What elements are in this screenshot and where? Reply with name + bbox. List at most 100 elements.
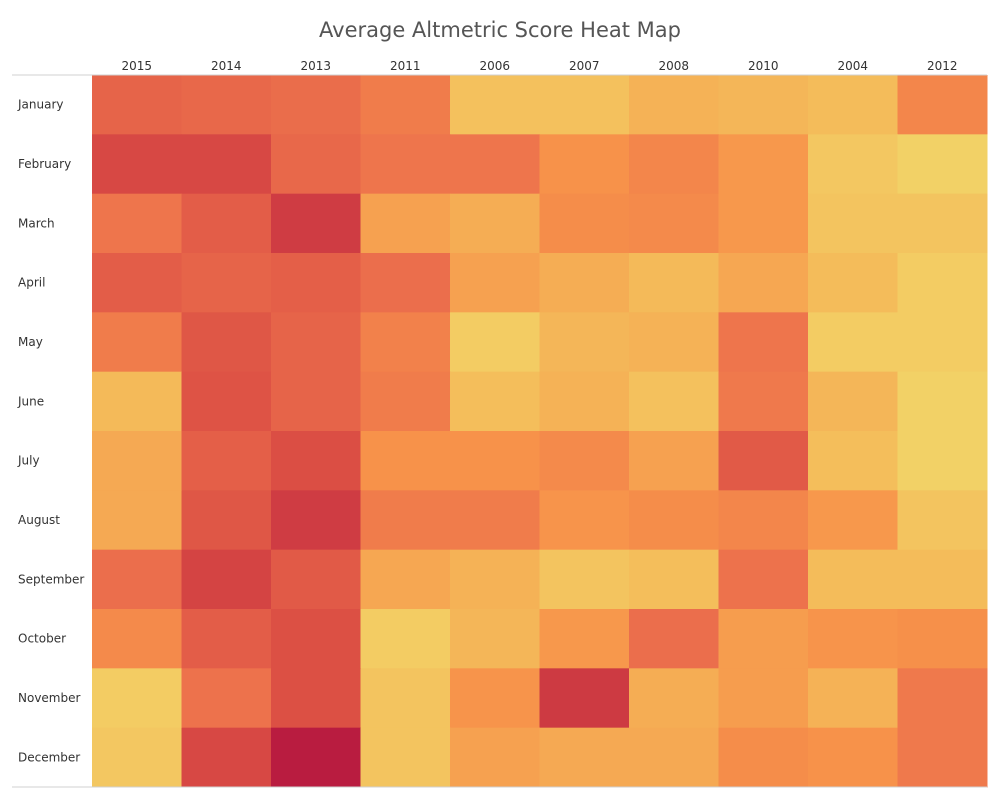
cell-december-2012 <box>897 727 988 788</box>
cell-october-2014 <box>181 609 272 669</box>
cell-february-2014 <box>181 134 272 195</box>
cell-october-2013 <box>271 609 361 669</box>
cell-march-2012 <box>897 193 988 254</box>
cell-october-2012 <box>897 609 988 669</box>
row-label-october: October <box>18 632 66 646</box>
cell-november-2014 <box>181 668 272 729</box>
cell-november-2004 <box>808 668 898 729</box>
cell-september-2006 <box>450 549 540 610</box>
cell-february-2004 <box>808 134 898 195</box>
cell-august-2011 <box>360 490 451 551</box>
column-label-2012: 2012 <box>927 59 958 73</box>
cell-august-2008 <box>629 490 719 551</box>
cell-january-2004 <box>808 75 898 135</box>
cell-october-2008 <box>629 609 719 669</box>
cell-july-2011 <box>360 431 451 491</box>
heatmap-cells <box>92 75 988 788</box>
cell-april-2014 <box>181 253 272 313</box>
cell-january-2013 <box>271 75 361 135</box>
cell-january-2012 <box>897 75 988 135</box>
cell-july-2006 <box>450 431 540 491</box>
cell-july-2008 <box>629 431 719 491</box>
cell-january-2008 <box>629 75 719 135</box>
cell-november-2007 <box>539 668 630 729</box>
cell-june-2015 <box>92 371 182 432</box>
cell-december-2010 <box>718 727 809 788</box>
cell-january-2011 <box>360 75 451 135</box>
cell-september-2012 <box>897 549 988 610</box>
cell-march-2004 <box>808 193 898 254</box>
cell-december-2007 <box>539 727 630 788</box>
column-label-2011: 2011 <box>390 59 421 73</box>
cell-march-2014 <box>181 193 272 254</box>
cell-february-2008 <box>629 134 719 195</box>
cell-may-2011 <box>360 312 451 373</box>
cell-april-2013 <box>271 253 361 313</box>
cell-november-2013 <box>271 668 361 729</box>
cell-september-2007 <box>539 549 630 610</box>
cell-june-2012 <box>897 371 988 432</box>
cell-december-2008 <box>629 727 719 788</box>
row-labels: January February March April May June July Augu… <box>17 98 84 765</box>
column-label-2007: 2007 <box>569 59 600 73</box>
cell-may-2013 <box>271 312 361 373</box>
cell-february-2015 <box>92 134 182 195</box>
row-label-january: January <box>17 98 64 112</box>
cell-october-2015 <box>92 609 182 669</box>
cell-june-2007 <box>539 371 630 432</box>
cell-april-2007 <box>539 253 630 313</box>
cell-october-2011 <box>360 609 451 669</box>
cell-october-2010 <box>718 609 809 669</box>
row-label-may: May <box>18 335 43 349</box>
row-label-july: July <box>17 454 40 468</box>
cell-september-2015 <box>92 549 182 610</box>
cell-august-2007 <box>539 490 630 551</box>
column-label-2010: 2010 <box>748 59 779 73</box>
row-label-december: December <box>18 750 80 764</box>
cell-august-2004 <box>808 490 898 551</box>
cell-march-2008 <box>629 193 719 254</box>
column-label-2004: 2004 <box>837 59 868 73</box>
cell-may-2015 <box>92 312 182 373</box>
cell-february-2010 <box>718 134 809 195</box>
cell-october-2007 <box>539 609 630 669</box>
cell-may-2012 <box>897 312 988 373</box>
row-label-august: August <box>18 513 60 527</box>
cell-july-2012 <box>897 431 988 491</box>
cell-september-2008 <box>629 549 719 610</box>
cell-september-2011 <box>360 549 451 610</box>
cell-september-2013 <box>271 549 361 610</box>
cell-april-2006 <box>450 253 540 313</box>
cell-june-2008 <box>629 371 719 432</box>
cell-august-2010 <box>718 490 809 551</box>
cell-august-2014 <box>181 490 272 551</box>
row-label-november: November <box>18 691 80 705</box>
cell-november-2015 <box>92 668 182 729</box>
cell-march-2015 <box>92 193 182 254</box>
row-label-april: April <box>18 276 45 290</box>
cell-december-2006 <box>450 727 540 788</box>
row-label-june: June <box>17 394 44 408</box>
cell-april-2008 <box>629 253 719 313</box>
cell-june-2011 <box>360 371 451 432</box>
cell-august-2015 <box>92 490 182 551</box>
cell-april-2015 <box>92 253 182 313</box>
cell-january-2010 <box>718 75 809 135</box>
cell-july-2013 <box>271 431 361 491</box>
column-label-2006: 2006 <box>479 59 510 73</box>
cell-december-2015 <box>92 727 182 788</box>
cell-april-2010 <box>718 253 809 313</box>
cell-june-2004 <box>808 371 898 432</box>
column-label-2008: 2008 <box>658 59 689 73</box>
cell-november-2010 <box>718 668 809 729</box>
cell-august-2012 <box>897 490 988 551</box>
cell-december-2014 <box>181 727 272 788</box>
cell-december-2011 <box>360 727 451 788</box>
cell-december-2013 <box>271 727 361 788</box>
cell-march-2010 <box>718 193 809 254</box>
cell-november-2008 <box>629 668 719 729</box>
column-labels: 2015 2014 2013 2011 2006 2007 2008 2010 2004 2012 <box>121 59 957 73</box>
cell-january-2014 <box>181 75 272 135</box>
chart-title: Average Altmetric Score Heat Map <box>319 18 681 42</box>
